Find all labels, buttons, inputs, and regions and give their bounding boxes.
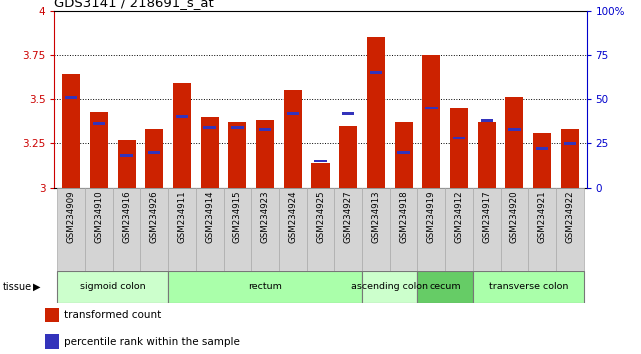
Bar bbox=[395, 122, 413, 188]
Bar bbox=[422, 55, 440, 188]
Bar bbox=[342, 112, 354, 115]
Bar bbox=[62, 74, 80, 188]
Bar bbox=[90, 112, 108, 188]
Bar bbox=[563, 142, 576, 145]
Bar bbox=[306, 188, 335, 271]
Bar bbox=[259, 128, 271, 131]
Text: GSM234917: GSM234917 bbox=[482, 190, 491, 243]
Bar bbox=[168, 271, 362, 303]
Bar bbox=[256, 120, 274, 188]
Bar bbox=[362, 188, 390, 271]
Bar bbox=[92, 122, 105, 125]
Text: GSM234920: GSM234920 bbox=[510, 190, 519, 243]
Text: GSM234923: GSM234923 bbox=[261, 190, 270, 243]
Bar bbox=[113, 188, 140, 271]
Bar bbox=[57, 188, 85, 271]
Bar bbox=[65, 96, 78, 99]
Bar bbox=[556, 188, 584, 271]
Bar bbox=[501, 188, 528, 271]
Text: transverse colon: transverse colon bbox=[488, 282, 568, 291]
Bar bbox=[528, 188, 556, 271]
Bar bbox=[506, 97, 524, 188]
Text: rectum: rectum bbox=[248, 282, 282, 291]
Text: sigmoid colon: sigmoid colon bbox=[80, 282, 146, 291]
Text: GSM234922: GSM234922 bbox=[565, 190, 574, 243]
Bar bbox=[367, 37, 385, 188]
Bar bbox=[231, 126, 244, 129]
Text: GSM234924: GSM234924 bbox=[288, 190, 297, 243]
Bar bbox=[425, 107, 438, 109]
Bar bbox=[176, 115, 188, 118]
Bar bbox=[397, 151, 410, 154]
Text: GSM234926: GSM234926 bbox=[150, 190, 159, 243]
Bar bbox=[370, 71, 382, 74]
Bar bbox=[85, 188, 113, 271]
Bar bbox=[312, 163, 329, 188]
Text: ▶: ▶ bbox=[33, 282, 41, 292]
Bar bbox=[284, 90, 302, 188]
Text: GSM234927: GSM234927 bbox=[344, 190, 353, 243]
Bar bbox=[533, 133, 551, 188]
Bar bbox=[203, 126, 216, 129]
Text: GSM234913: GSM234913 bbox=[371, 190, 380, 243]
Bar bbox=[453, 137, 465, 139]
Bar bbox=[196, 188, 224, 271]
Bar bbox=[201, 117, 219, 188]
Bar bbox=[417, 188, 445, 271]
Bar bbox=[473, 271, 584, 303]
Bar bbox=[117, 140, 135, 188]
Bar bbox=[478, 122, 495, 188]
Text: GSM234925: GSM234925 bbox=[316, 190, 325, 243]
Bar bbox=[45, 335, 59, 349]
Bar bbox=[339, 126, 357, 188]
Text: ascending colon: ascending colon bbox=[351, 282, 428, 291]
Bar bbox=[445, 188, 473, 271]
Bar bbox=[57, 271, 168, 303]
Bar bbox=[287, 112, 299, 115]
Text: GSM234910: GSM234910 bbox=[94, 190, 103, 243]
Bar bbox=[473, 188, 501, 271]
Bar bbox=[168, 188, 196, 271]
Text: cecum: cecum bbox=[429, 282, 461, 291]
Text: GSM234909: GSM234909 bbox=[67, 190, 76, 242]
Bar bbox=[390, 188, 417, 271]
Bar bbox=[45, 308, 59, 322]
Text: GSM234918: GSM234918 bbox=[399, 190, 408, 243]
Text: tissue: tissue bbox=[3, 282, 32, 292]
Text: GSM234916: GSM234916 bbox=[122, 190, 131, 243]
Text: GSM234919: GSM234919 bbox=[427, 190, 436, 242]
Bar bbox=[228, 122, 246, 188]
Bar bbox=[148, 151, 160, 154]
Bar bbox=[146, 129, 163, 188]
Text: GSM234914: GSM234914 bbox=[205, 190, 214, 243]
Bar bbox=[121, 154, 133, 157]
Bar bbox=[362, 271, 417, 303]
Text: GSM234921: GSM234921 bbox=[538, 190, 547, 243]
Text: transformed count: transformed count bbox=[64, 310, 162, 320]
Bar bbox=[224, 188, 251, 271]
Bar bbox=[335, 188, 362, 271]
Text: GSM234915: GSM234915 bbox=[233, 190, 242, 243]
Bar bbox=[561, 129, 579, 188]
Bar bbox=[173, 83, 191, 188]
Text: GSM234912: GSM234912 bbox=[454, 190, 463, 243]
Bar bbox=[314, 160, 327, 162]
Text: GSM234911: GSM234911 bbox=[178, 190, 187, 243]
Text: percentile rank within the sample: percentile rank within the sample bbox=[64, 337, 240, 347]
Bar bbox=[279, 188, 306, 271]
Text: GDS3141 / 218691_s_at: GDS3141 / 218691_s_at bbox=[54, 0, 214, 10]
Bar bbox=[251, 188, 279, 271]
Bar bbox=[536, 147, 549, 150]
Bar bbox=[140, 188, 168, 271]
Bar bbox=[450, 108, 468, 188]
Bar bbox=[417, 271, 473, 303]
Bar bbox=[481, 119, 493, 122]
Bar bbox=[508, 128, 520, 131]
